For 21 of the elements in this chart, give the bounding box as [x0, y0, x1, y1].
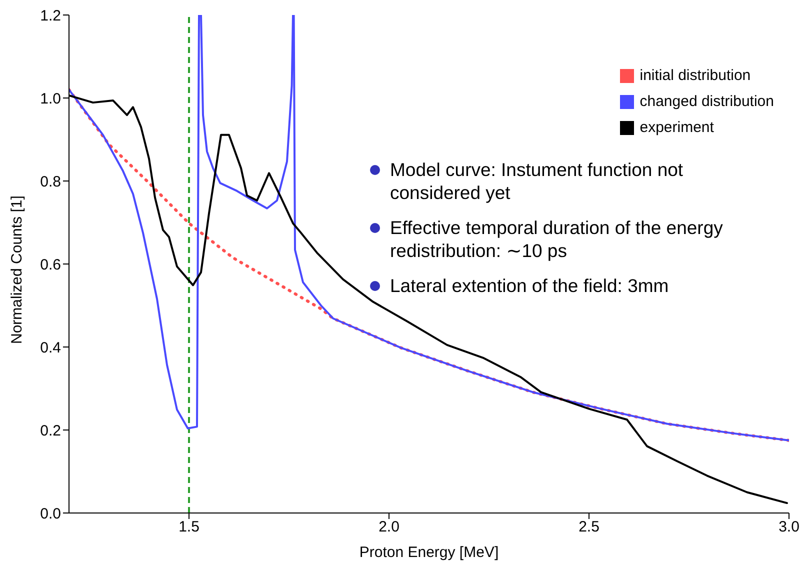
y-tick-label: 0.6: [40, 256, 61, 274]
x-tick-label: 2.5: [578, 518, 600, 536]
annotation: Model curve: Instument function not considered yet: [390, 158, 684, 204]
y-tick-label: 1.0: [40, 90, 61, 108]
line-series: [69, 15, 789, 442]
y-tick-label: 0.2: [40, 422, 61, 440]
x-tick-label: 3.0: [778, 518, 800, 536]
y-tick-label: 0.8: [40, 173, 61, 190]
y-axis-title: Normalized Counts [1]: [8, 196, 26, 344]
x-tick-label: 2.0: [378, 518, 400, 536]
y-tick-label: 1.2: [40, 7, 61, 24]
annotation: Lateral extention of the field: 3mm: [390, 274, 669, 297]
legend-label: experiment: [640, 118, 714, 138]
legend-label: initial distribution: [640, 66, 751, 86]
annotation: Effective temporal duration of the energy redistribution: ∼10 ps: [390, 216, 724, 262]
legend-label: changed distribution: [640, 92, 774, 112]
x-tick-label: 1.5: [178, 518, 200, 536]
line-series: [69, 88, 789, 442]
y-tick-label: 0.4: [40, 339, 61, 356]
y-tick-label: 0.0: [40, 505, 61, 522]
x-axis-title: Proton Energy [MeV]: [359, 544, 499, 561]
